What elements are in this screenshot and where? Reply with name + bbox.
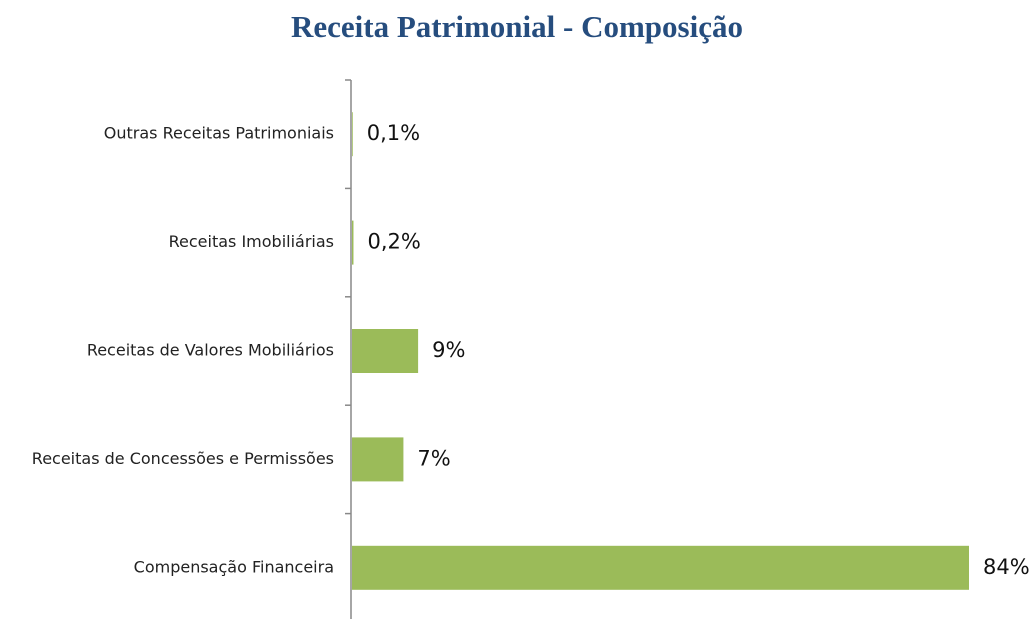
y-tick-label: Compensação Financeira: [134, 557, 334, 576]
y-tick-label: Receitas de Valores Mobiliários: [87, 341, 334, 360]
value-label: 0,1%: [367, 121, 420, 145]
value-label: 7%: [417, 446, 450, 470]
bar: [352, 545, 969, 590]
y-tick-label: Outras Receitas Patrimoniais: [104, 124, 334, 143]
y-tick-label: Receitas de Concessões e Permissões: [32, 449, 334, 468]
value-label: 9%: [432, 338, 465, 362]
bar: [352, 220, 354, 265]
y-tick-label: Receitas Imobiliárias: [169, 232, 334, 251]
value-label: 0,2%: [367, 230, 420, 254]
bar: [352, 437, 404, 482]
bar: [352, 329, 419, 373]
chart-title: Receita Patrimonial - Composição: [291, 9, 743, 44]
bar: [352, 112, 353, 157]
value-label: 84%: [983, 555, 1030, 579]
